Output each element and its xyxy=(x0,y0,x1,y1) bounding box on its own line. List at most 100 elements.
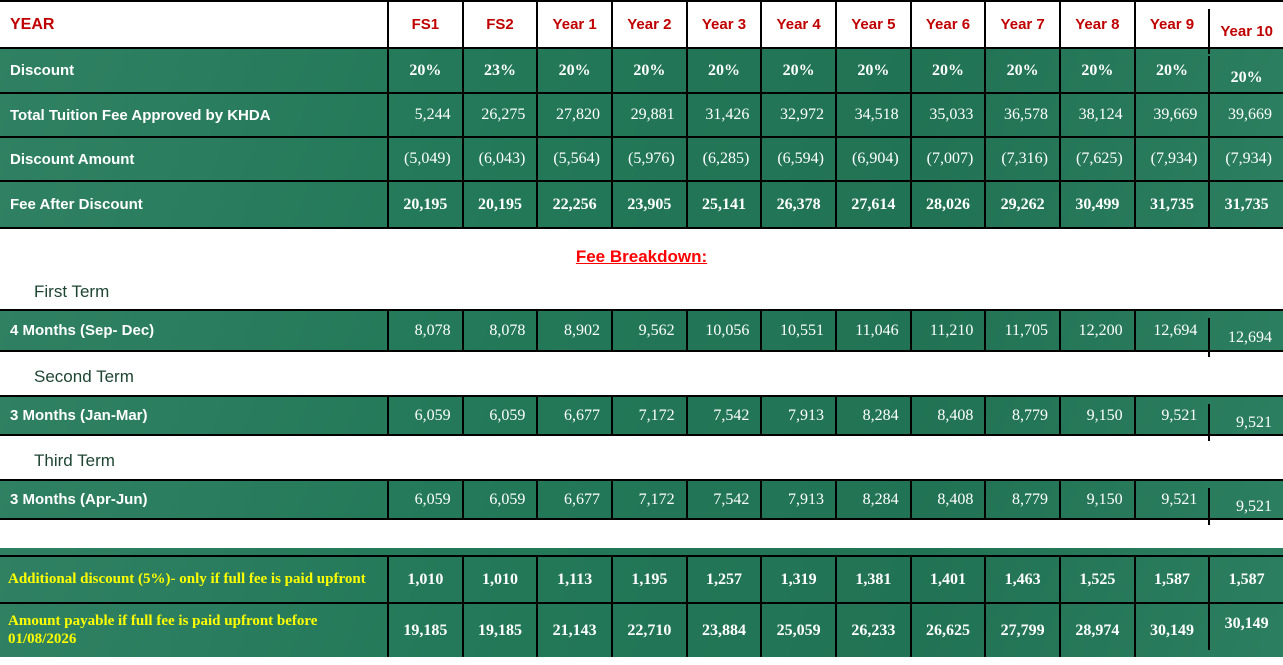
discount-amount-value-cell: (7,007) xyxy=(909,138,985,180)
amount-payable-value-cell: 19,185 xyxy=(461,604,537,657)
row-additional-discount: Additional discount (5%)- only if full f… xyxy=(0,557,1283,604)
year-header-cell: Year 9 xyxy=(1133,2,1209,47)
additional-discount-value-cell: 1,257 xyxy=(685,557,761,602)
discount-amount-value-cell: (6,594) xyxy=(760,138,835,180)
year-header-cell: Year 1 xyxy=(536,2,611,47)
first-term-value-cell: 11,210 xyxy=(909,311,985,350)
discount-amount-value-cell: (7,625) xyxy=(1058,138,1134,180)
fee-after-value-cell: 20,195 xyxy=(387,182,462,227)
additional-discount-value-cell: 1,587 xyxy=(1208,557,1283,602)
third-term-value-cell: 7,913 xyxy=(760,481,835,518)
tuition-value-cell: 35,033 xyxy=(909,94,985,136)
year-header-cell: Year 8 xyxy=(1058,2,1134,47)
tuition-value-cell: 36,578 xyxy=(984,94,1059,136)
amount-payable-value-cell: 21,143 xyxy=(536,604,611,657)
second-term-value-cell: 6,059 xyxy=(461,397,537,434)
amount-payable-value-cell: 23,884 xyxy=(685,604,761,657)
fee-after-value-cell: 25,141 xyxy=(685,182,761,227)
discount-value-cell: 20% xyxy=(610,49,686,92)
fee-after-value-cell: 28,026 xyxy=(909,182,985,227)
fee-after-value-cell: 27,614 xyxy=(834,182,910,227)
fee-after-value-cell: 29,262 xyxy=(984,182,1059,227)
first-term-value-cell: 8,902 xyxy=(536,311,611,350)
second-term-value-cell: 9,521 xyxy=(1208,404,1283,441)
discount-amount-value-cell: (5,976) xyxy=(610,138,686,180)
third-term-value-cell: 6,677 xyxy=(536,481,611,518)
amount-payable-value-cell: 28,974 xyxy=(1058,604,1134,657)
second-term-value-cell: 8,408 xyxy=(909,397,985,434)
additional-discount-value-cell: 1,587 xyxy=(1133,557,1209,602)
discount-amount-row-label: Discount Amount xyxy=(10,150,135,168)
tuition-value-cell: 34,518 xyxy=(834,94,910,136)
third-term-value-cell: 7,542 xyxy=(685,481,761,518)
first-term-value-cell: 10,056 xyxy=(685,311,761,350)
fee-after-value-cell: 20,195 xyxy=(461,182,537,227)
discount-amount-value-cell: (5,564) xyxy=(536,138,611,180)
first-term-value-cell: 12,694 xyxy=(1208,318,1283,357)
first-term-value-cell: 9,562 xyxy=(610,311,686,350)
row-third-term: 3 Months (Apr-Jun) 6,059 6,059 6,677 7,172 7… xyxy=(0,479,1283,525)
discount-value-cell: 20% xyxy=(909,49,985,92)
third-term-value-cell: 6,059 xyxy=(461,481,537,518)
total-tuition-row-label: Total Tuition Fee Approved by KHDA xyxy=(10,106,271,124)
additional-discount-value-cell: 1,195 xyxy=(610,557,686,602)
row-amount-payable: Amount payable if full fee is paid upfro… xyxy=(0,597,1283,657)
amount-payable-value-cell: 25,059 xyxy=(760,604,835,657)
discount-value-cell: 20% xyxy=(1208,56,1283,99)
discount-amount-value-cell: (5,049) xyxy=(387,138,462,180)
discount-amount-value-cell: (7,316) xyxy=(984,138,1059,180)
amount-payable-value-cell: 26,233 xyxy=(834,604,910,657)
row-first-term: 4 Months (Sep- Dec) 8,078 8,078 8,902 9,562… xyxy=(0,309,1283,357)
year-header-cell: Year 5 xyxy=(834,2,910,47)
second-term-value-cell: 9,521 xyxy=(1133,397,1209,434)
second-term-value-cell: 9,150 xyxy=(1058,397,1134,434)
tuition-value-cell: 31,426 xyxy=(685,94,761,136)
first-term-value-cell: 8,078 xyxy=(387,311,462,350)
term-title-third: Third Term xyxy=(34,451,115,470)
year-header-cell: FS2 xyxy=(461,2,537,47)
additional-discount-value-cell: 1,113 xyxy=(536,557,611,602)
tuition-value-cell: 39,669 xyxy=(1208,94,1283,136)
tuition-value-cell: 32,972 xyxy=(760,94,835,136)
row-discount: Discount 20% 23% 20% 20% 20% 20% 20% 20% 20% 20% 2… xyxy=(0,49,1283,99)
fee-after-value-cell: 26,378 xyxy=(760,182,835,227)
second-term-row-label: 3 Months (Jan-Mar) xyxy=(10,407,148,424)
spacer-row xyxy=(0,548,1283,557)
amount-payable-value-cell: 26,625 xyxy=(909,604,985,657)
additional-discount-value-cell: 1,010 xyxy=(461,557,537,602)
second-term-value-cell: 7,542 xyxy=(685,397,761,434)
additional-discount-value-cell: 1,525 xyxy=(1058,557,1134,602)
year-header-cell: Year 10 xyxy=(1208,9,1283,54)
discount-value-cell: 23% xyxy=(461,49,537,92)
term-title-second: Second Term xyxy=(34,367,134,386)
third-term-row-label: 3 Months (Apr-Jun) xyxy=(10,491,148,508)
year-column-header: YEAR xyxy=(10,15,55,33)
year-header-cell: FS1 xyxy=(387,2,462,47)
table-header-row: YEAR FS1 FS2 Year 1 Year 2 Year 3 Year 4 Year … xyxy=(0,0,1283,54)
fee-after-value-cell: 30,499 xyxy=(1058,182,1134,227)
additional-discount-value-cell: 1,463 xyxy=(984,557,1059,602)
second-term-value-cell: 6,059 xyxy=(387,397,462,434)
fee-after-discount-row-label: Fee After Discount xyxy=(10,196,143,213)
discount-row-label: Discount xyxy=(10,62,75,79)
third-term-value-cell: 8,779 xyxy=(984,481,1059,518)
fee-after-value-cell: 31,735 xyxy=(1133,182,1209,227)
third-term-value-cell: 6,059 xyxy=(387,481,462,518)
amount-payable-value-cell: 22,710 xyxy=(610,604,686,657)
tuition-value-cell: 27,820 xyxy=(536,94,611,136)
discount-amount-value-cell: (6,904) xyxy=(834,138,910,180)
tuition-value-cell: 38,124 xyxy=(1058,94,1134,136)
discount-value-cell: 20% xyxy=(834,49,910,92)
amount-payable-value-cell: 19,185 xyxy=(387,604,462,657)
year-header-cell: Year 3 xyxy=(685,2,761,47)
tuition-value-cell: 5,244 xyxy=(387,94,462,136)
first-term-value-cell: 11,705 xyxy=(984,311,1059,350)
discount-value-cell: 20% xyxy=(387,49,462,92)
third-term-value-cell: 8,284 xyxy=(834,481,910,518)
row-second-term: 3 Months (Jan-Mar) 6,059 6,059 6,677 7,172 7… xyxy=(0,395,1283,441)
first-term-row-label: 4 Months (Sep- Dec) xyxy=(10,322,155,339)
additional-discount-row-label: Additional discount (5%)- only if full f… xyxy=(8,570,366,587)
additional-discount-value-cell: 1,381 xyxy=(834,557,910,602)
discount-value-cell: 20% xyxy=(1133,49,1209,92)
